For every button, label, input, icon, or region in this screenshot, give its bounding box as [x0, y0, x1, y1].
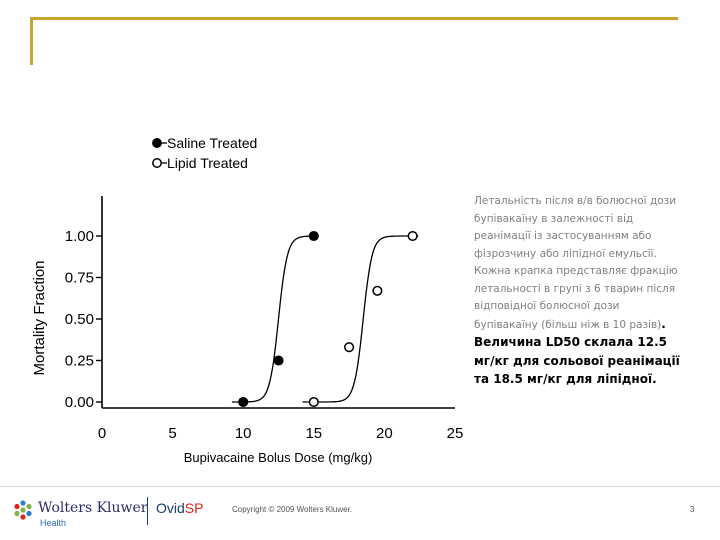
series-curve-0 [231, 235, 317, 403]
figure-caption: Летальність після в/в болюсної дози бупі… [474, 193, 684, 390]
y-tick-label: 1.00 [65, 228, 94, 245]
page-number: 3 [690, 505, 695, 514]
chart-axes: 0 5 10 15 20 25 0.00 0.25 0.50 0.75 1.00 Bupivacain… [31, 196, 463, 465]
brand-name: Wolters Kluwer [38, 500, 148, 516]
saline-point [273, 355, 284, 366]
y-axis-title: Mortality Fraction [31, 260, 48, 375]
caption-text: Летальність після в/в болюсної дози бупі… [474, 195, 678, 331]
y-tick-label: 0.00 [65, 394, 94, 411]
lipid-point [344, 342, 355, 353]
legend-marker-1 [152, 158, 162, 168]
frame-top-border [30, 17, 678, 20]
legend-label-0: Saline Treated [167, 135, 257, 151]
ovidsp-logo: OvidSP [156, 500, 203, 516]
y-tick-label: 0.75 [65, 270, 94, 287]
x-tick-label: 20 [376, 425, 393, 442]
logo-divider [147, 497, 148, 525]
lipid-point [372, 285, 383, 296]
ovid-text: Ovid [156, 500, 185, 516]
x-tick-label: 10 [235, 425, 252, 442]
x-axis-title: Bupivacaine Bolus Dose (mg/kg) [184, 450, 373, 465]
saline-point [308, 230, 319, 242]
wolters-kluwer-logo-icon [14, 500, 32, 520]
footer-divider [0, 486, 720, 487]
copyright-notice: Copyright © 2009 Wolters Kluwer. [232, 505, 353, 514]
frame-left-border [30, 17, 33, 65]
chart-curves [231, 235, 419, 403]
legend-label-1: Lipid Treated [167, 155, 248, 171]
chart-points [238, 230, 418, 408]
x-tick-label: 15 [305, 425, 322, 442]
ovid-sp-text: SP [184, 500, 204, 516]
series-curve-1 [302, 235, 419, 403]
chart-legend: Saline Treated Lipid Treated [152, 135, 257, 171]
saline-point [238, 396, 249, 408]
x-tick-label: 0 [98, 425, 106, 442]
brand-subtitle: Health [40, 518, 67, 528]
x-tick-label: 5 [168, 425, 176, 442]
lipid-point [407, 230, 418, 242]
x-tick-label: 25 [447, 425, 464, 442]
y-tick-label: 0.50 [65, 311, 94, 328]
lipid-point [308, 396, 319, 408]
legend-marker-0 [152, 138, 162, 148]
y-tick-label: 0.25 [65, 353, 94, 370]
caption-bold-text: . Величина LD50 склала 12.5 мг/кг для со… [474, 316, 680, 387]
